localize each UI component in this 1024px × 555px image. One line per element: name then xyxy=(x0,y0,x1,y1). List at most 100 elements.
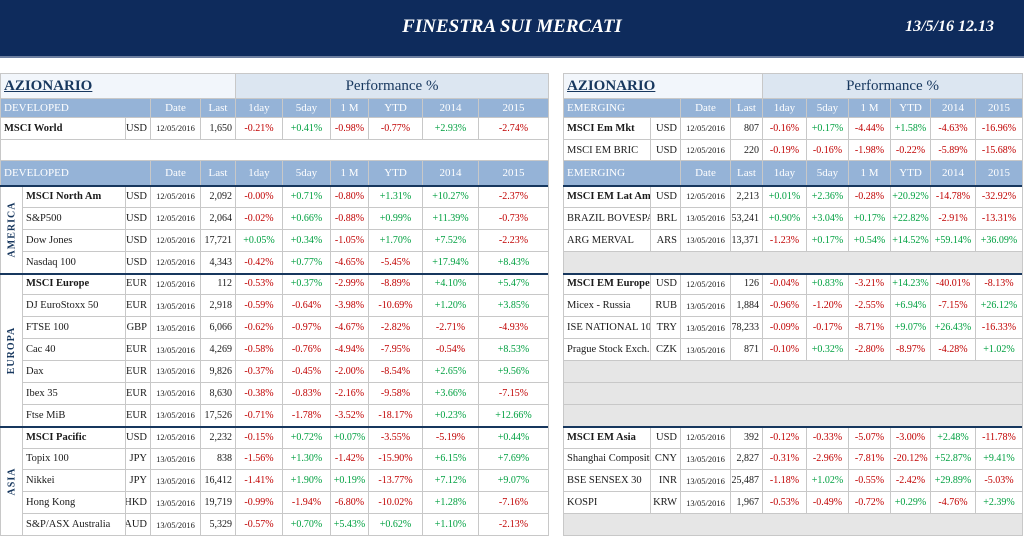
currency: USD xyxy=(125,185,151,208)
instrument-name: MSCI EM Europe xyxy=(563,272,651,296)
performance-value: +0.72% xyxy=(282,425,331,449)
performance-value: -8.97% xyxy=(890,338,931,361)
region-label: AMERICA xyxy=(0,185,23,274)
date: 12/05/2016 xyxy=(680,425,731,449)
performance-value: +7.69% xyxy=(478,447,549,471)
column-header: Last xyxy=(730,98,763,118)
column-header: 2015 xyxy=(975,160,1023,186)
performance-value: -0.17% xyxy=(806,316,849,340)
performance-value: +12.66% xyxy=(478,403,549,427)
date: 12/05/2016 xyxy=(680,185,731,208)
performance-value: -7.81% xyxy=(848,447,891,471)
empty-row xyxy=(563,403,1023,427)
last-price: 17,526 xyxy=(200,403,236,427)
date: 12/05/2016 xyxy=(150,228,201,252)
performance-value: -3.55% xyxy=(368,425,423,449)
region-separator xyxy=(563,425,1022,428)
currency: USD xyxy=(650,185,681,208)
empty-row xyxy=(563,250,1023,274)
performance-value: -0.97% xyxy=(282,316,331,340)
group-label: DEVELOPED xyxy=(0,98,151,118)
last-price: 25,487 xyxy=(730,469,763,493)
performance-value: -0.49% xyxy=(806,491,849,515)
performance-value: -40.01% xyxy=(930,272,976,296)
last-price: 4,343 xyxy=(200,250,236,274)
performance-value: +9.41% xyxy=(975,447,1023,471)
column-header: 2015 xyxy=(975,98,1023,118)
currency: USD xyxy=(650,272,681,296)
performance-value: +0.99% xyxy=(368,206,423,230)
performance-value: -0.33% xyxy=(806,425,849,449)
region-name: ASIA xyxy=(6,467,17,496)
performance-header: Performance % xyxy=(762,73,1023,99)
instrument-name: MSCI World xyxy=(0,117,126,140)
performance-value: -5.89% xyxy=(930,138,976,162)
instrument-name: Topix 100 xyxy=(22,447,126,471)
performance-value: +3.04% xyxy=(806,206,849,230)
performance-value: +0.17% xyxy=(848,206,891,230)
performance-value: -0.72% xyxy=(848,491,891,515)
date: 13/05/2016 xyxy=(150,403,201,427)
performance-value: -0.73% xyxy=(478,206,549,230)
date: 13/05/2016 xyxy=(150,381,201,405)
performance-value: -0.15% xyxy=(235,425,283,449)
currency: USD xyxy=(650,117,681,140)
instrument-name: Hong Kong xyxy=(22,491,126,515)
date: 13/05/2016 xyxy=(680,469,731,493)
performance-value: +0.19% xyxy=(330,469,369,493)
performance-value: -0.22% xyxy=(890,138,931,162)
column-header: 2014 xyxy=(930,98,976,118)
performance-value: -4.44% xyxy=(848,117,891,140)
column-header: YTD xyxy=(890,160,931,186)
performance-value: -14.78% xyxy=(930,185,976,208)
performance-value: +0.17% xyxy=(806,228,849,252)
column-header: Date xyxy=(680,98,731,118)
performance-value: +11.39% xyxy=(422,206,479,230)
date: 12/05/2016 xyxy=(680,272,731,296)
column-header: Date xyxy=(150,98,201,118)
instrument-name: FTSE 100 xyxy=(22,316,126,340)
date: 13/05/2016 xyxy=(680,228,731,252)
performance-value: +8.43% xyxy=(478,250,549,274)
currency: EUR xyxy=(125,272,151,296)
date: 12/05/2016 xyxy=(150,425,201,449)
performance-value: +0.66% xyxy=(282,206,331,230)
column-header: 5day xyxy=(282,160,331,186)
currency: USD xyxy=(125,206,151,230)
instrument-name: Prague Stock Exch. xyxy=(563,338,651,361)
performance-value: +0.70% xyxy=(282,513,331,536)
performance-value: -2.23% xyxy=(478,228,549,252)
performance-value: +20.92% xyxy=(890,185,931,208)
instrument-name: Dax xyxy=(22,360,126,383)
instrument-name: Nasdaq 100 xyxy=(22,250,126,274)
performance-value: +2.65% xyxy=(422,360,479,383)
performance-value: -1.98% xyxy=(848,138,891,162)
performance-value: +10.27% xyxy=(422,185,479,208)
performance-value: -2.42% xyxy=(890,469,931,493)
column-header: 1day xyxy=(235,98,283,118)
last-price: 126 xyxy=(730,272,763,296)
date: 13/05/2016 xyxy=(680,447,731,471)
performance-value: -1.18% xyxy=(762,469,807,493)
date: 13/05/2016 xyxy=(150,513,201,536)
performance-value: +0.54% xyxy=(848,228,891,252)
date: 12/05/2016 xyxy=(680,138,731,162)
date: 13/05/2016 xyxy=(150,338,201,361)
date: 12/05/2016 xyxy=(150,117,201,140)
column-header: 1 M xyxy=(330,160,369,186)
performance-value: -2.82% xyxy=(368,316,423,340)
performance-value: +0.71% xyxy=(282,185,331,208)
last-price: 392 xyxy=(730,425,763,449)
performance-value: -1.42% xyxy=(330,447,369,471)
date: 13/05/2016 xyxy=(150,447,201,471)
performance-value: -0.98% xyxy=(330,117,369,140)
performance-value: -0.57% xyxy=(235,513,283,536)
last-price: 17,721 xyxy=(200,228,236,252)
performance-value: -5.07% xyxy=(848,425,891,449)
performance-value: -3.00% xyxy=(890,425,931,449)
date: 12/05/2016 xyxy=(150,185,201,208)
performance-value: -4.65% xyxy=(330,250,369,274)
performance-value: +0.41% xyxy=(282,117,331,140)
performance-value: +1.02% xyxy=(975,338,1023,361)
